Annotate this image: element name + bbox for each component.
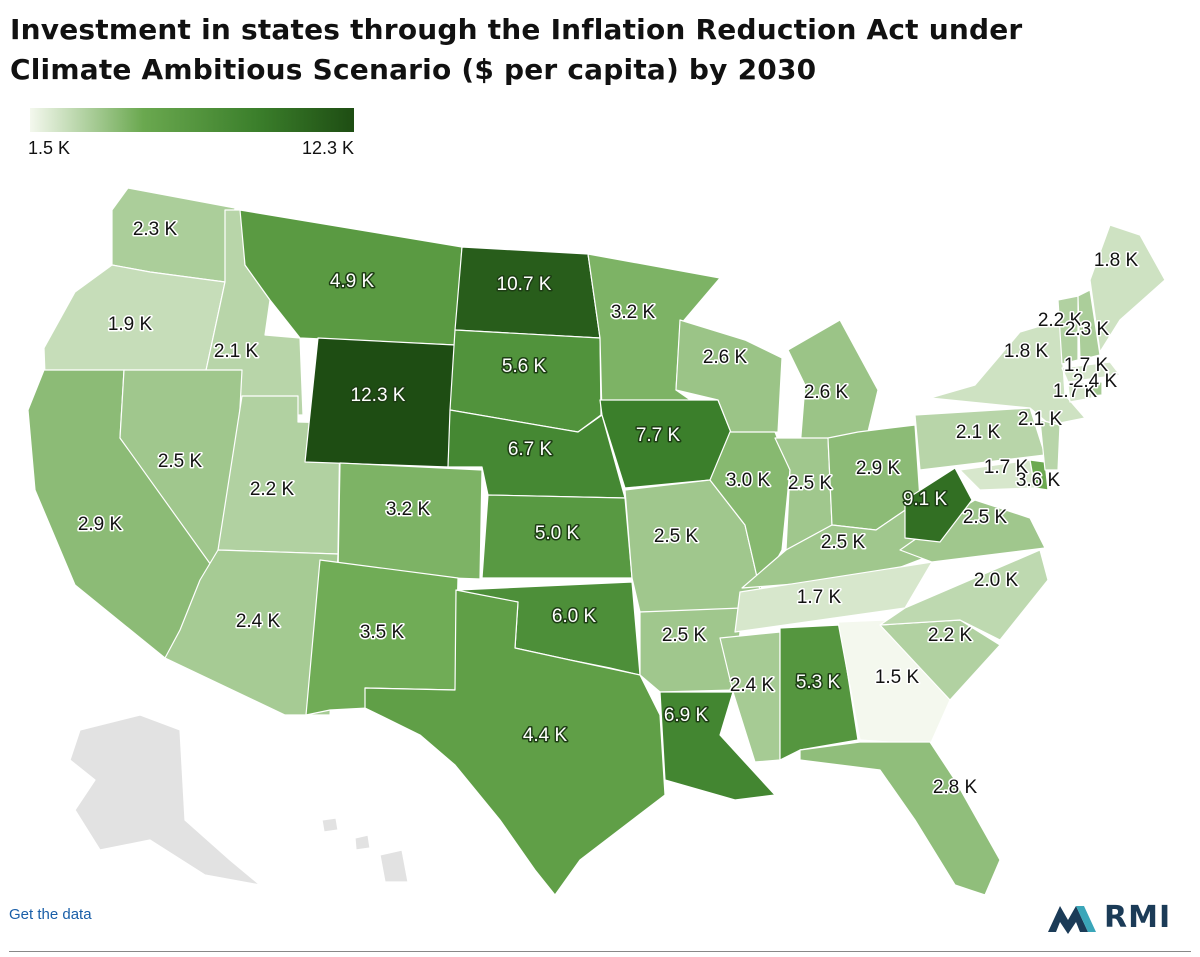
bottom-divider [9, 951, 1191, 952]
state-ma[interactable] [1061, 361, 1121, 383]
state-label-nj: 2.1 K [1018, 409, 1063, 430]
get-the-data-link[interactable]: Get the data [9, 906, 92, 923]
state-label-va: 2.5 K [963, 507, 1008, 528]
state-wv[interactable] [904, 467, 973, 543]
state-label-ms: 2.4 K [730, 675, 775, 696]
rmi-logo-text: RMI [1104, 900, 1172, 935]
state-label-mn: 3.2 K [611, 302, 656, 323]
map-svg: 2.3 K 1.9 K 2.9 K 2.1 K 2.5 K 2.2 K 2.4 K 4.9 K… [27, 187, 1166, 896]
state-shapes [27, 187, 1166, 896]
state-label-or: 1.9 K [108, 314, 153, 335]
state-tx[interactable] [364, 589, 666, 896]
state-label-ar: 2.5 K [662, 625, 707, 646]
state-label-ks: 5.0 K [535, 523, 580, 544]
map-title: Investment in states through the Inflati… [10, 10, 1180, 90]
state-ga[interactable] [837, 619, 951, 746]
state-label-nc: 2.0 K [974, 570, 1019, 591]
state-label-ri: 2.4 K [1073, 371, 1118, 392]
state-ny[interactable] [929, 319, 1086, 426]
state-label-wa: 2.3 K [133, 219, 178, 240]
state-label-oh: 2.9 K [856, 458, 901, 479]
state-label-md: 1.7 K [984, 457, 1029, 478]
state-label-ct: 1.7 K [1053, 381, 1098, 402]
state-label-ok: 6.0 K [552, 606, 597, 627]
state-label-in: 2.5 K [788, 473, 833, 494]
map-title-line-2: Climate Ambitious Scenario ($ per capita… [10, 53, 817, 86]
state-label-mt: 4.9 K [330, 271, 375, 292]
state-nc[interactable] [879, 549, 1049, 641]
state-label-wi: 2.6 K [703, 347, 748, 368]
state-value-labels: 2.3 K 1.9 K 2.9 K 2.1 K 2.5 K 2.2 K 2.4 K 4.9 K… [76, 218, 1140, 800]
state-label-me: 1.8 K [1094, 250, 1139, 271]
state-label-ga: 1.5 K [875, 667, 920, 688]
state-label-ut: 2.2 K [250, 479, 295, 500]
state-label-id: 2.1 K [214, 341, 259, 362]
state-label-wy: 12.3 K [351, 385, 406, 406]
state-label-vt: 2.2 K [1038, 310, 1083, 331]
state-label-wv: 9.1 K [903, 489, 948, 510]
state-label-mo: 2.5 K [654, 526, 699, 547]
state-nj[interactable] [1039, 419, 1061, 471]
state-label-tx: 4.4 K [523, 725, 568, 746]
color-legend: 1.5 K 12.3 K [28, 108, 354, 160]
state-label-ny: 1.8 K [1004, 341, 1049, 362]
state-me[interactable] [1089, 224, 1166, 353]
state-label-la: 6.9 K [664, 705, 709, 726]
state-label-sc: 2.2 K [928, 625, 973, 646]
state-nh[interactable] [1077, 289, 1101, 361]
state-label-pa: 2.1 K [956, 422, 1001, 443]
legend-min-label: 1.5 K [28, 138, 71, 158]
rmi-logo: RMI [1046, 898, 1186, 938]
state-fl[interactable] [799, 741, 1001, 896]
state-hi[interactable] [321, 817, 409, 883]
state-label-fl: 2.8 K [933, 777, 978, 798]
rmi-logo-mark-icon [1048, 906, 1096, 934]
state-label-de: 3.6 K [1016, 470, 1061, 491]
state-de[interactable] [1029, 459, 1049, 491]
legend-max-label: 12.3 K [301, 138, 354, 158]
state-label-ky: 2.5 K [821, 532, 866, 553]
state-vt[interactable] [1057, 295, 1079, 365]
legend-labels: 1.5 K 12.3 K [28, 138, 354, 160]
state-label-il: 3.0 K [726, 470, 771, 491]
state-ar[interactable] [639, 607, 743, 693]
state-label-ia: 7.7 K [636, 425, 681, 446]
state-label-nh: 2.3 K [1065, 319, 1110, 340]
state-co[interactable] [337, 462, 483, 580]
state-label-az: 2.4 K [236, 611, 281, 632]
map-title-line-1: Investment in states through the Inflati… [10, 13, 1023, 46]
state-label-nv: 2.5 K [158, 451, 203, 472]
state-label-ma: 1.7 K [1064, 355, 1109, 376]
state-label-co: 3.2 K [386, 499, 431, 520]
state-ms[interactable] [719, 631, 781, 763]
state-label-tn: 1.7 K [797, 587, 842, 608]
state-label-al: 5.3 K [796, 672, 841, 693]
state-label-ca: 2.9 K [78, 514, 123, 535]
state-label-sd: 5.6 K [502, 356, 547, 377]
state-ak[interactable] [69, 714, 261, 886]
state-label-mi: 2.6 K [804, 382, 849, 403]
state-label-nm: 3.5 K [360, 622, 405, 643]
state-al[interactable] [779, 624, 859, 761]
state-ri[interactable] [1091, 381, 1103, 397]
us-choropleth-map: 2.3 K 1.9 K 2.9 K 2.1 K 2.5 K 2.2 K 2.4 K 4.9 K… [0, 170, 1200, 900]
state-label-ne: 6.7 K [508, 439, 553, 460]
state-ct[interactable] [1067, 381, 1093, 403]
state-label-nd: 10.7 K [497, 274, 552, 295]
legend-gradient-bar [30, 108, 354, 132]
